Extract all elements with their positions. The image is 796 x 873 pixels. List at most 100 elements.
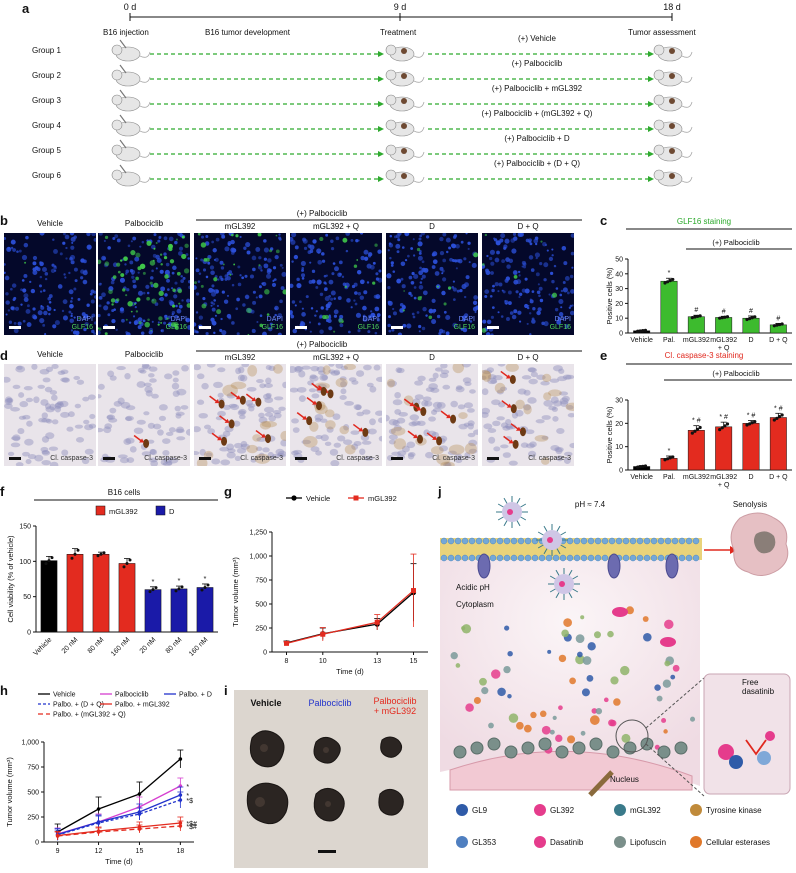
particle	[575, 634, 585, 644]
x-tick-label: Pal.	[663, 337, 675, 344]
dapi-nucleus	[369, 264, 375, 270]
fluor-column-header: D	[429, 222, 435, 231]
dapi-nucleus	[74, 279, 78, 283]
hematoxylin-nucleus	[464, 452, 471, 459]
lipid-head	[615, 537, 623, 545]
dapi-nucleus	[182, 276, 186, 280]
hematoxylin-nucleus	[265, 392, 272, 398]
hematoxylin-nucleus	[369, 386, 377, 393]
hematoxylin-nucleus	[54, 405, 62, 413]
dapi-nucleus	[174, 314, 178, 319]
data-point	[668, 279, 672, 283]
dapi-nucleus	[163, 236, 168, 241]
series-point	[178, 798, 183, 802]
glf16-signal	[135, 276, 139, 281]
hematoxylin-nucleus	[219, 446, 230, 452]
caspase-positive-cell	[436, 436, 443, 446]
dapi-nucleus	[323, 274, 327, 278]
dapi-nucleus	[171, 271, 175, 275]
dapi-nucleus	[329, 297, 334, 301]
significance-mark: *$	[186, 798, 193, 805]
data-point	[777, 322, 782, 327]
tumor-spot	[401, 148, 407, 154]
caspase-positive-cell	[143, 438, 150, 448]
bar-2	[92, 554, 110, 633]
particle	[507, 650, 513, 657]
mouse-icon	[385, 94, 425, 112]
hematoxylin-nucleus	[194, 426, 201, 433]
dapi-nucleus	[543, 262, 549, 268]
micelle-tail	[555, 592, 560, 599]
dapi-nucleus	[493, 237, 496, 240]
dapi-nucleus	[142, 291, 146, 295]
hematoxylin-nucleus	[89, 413, 96, 420]
group-row-graphics	[111, 114, 693, 137]
bracket-label: (+) Palbociclib	[712, 238, 759, 247]
dapi-nucleus	[512, 233, 517, 236]
hematoxylin-nucleus	[267, 451, 274, 459]
particle	[473, 696, 481, 704]
x-tick-label: D + Q	[769, 474, 788, 481]
hematoxylin-nucleus	[496, 416, 505, 421]
hematoxylin-nucleus	[141, 451, 152, 457]
hematoxylin-nucleus	[407, 452, 416, 457]
scale-bar	[199, 326, 211, 329]
dapi-nucleus	[208, 287, 214, 293]
hematoxylin-nucleus	[397, 450, 407, 456]
tumor-specimens	[246, 730, 404, 853]
hematoxylin-nucleus	[109, 375, 117, 381]
micelle-tail	[572, 588, 579, 593]
dapi-nucleus	[455, 267, 458, 270]
dapi-nucleus	[16, 250, 19, 253]
lipid-head	[482, 537, 490, 545]
hematoxylin-nucleus	[81, 457, 90, 465]
dapi-nucleus	[235, 307, 239, 311]
legend-label: Dasatinib	[550, 838, 584, 847]
tumor-spot	[669, 148, 675, 154]
dapi-nucleus	[303, 246, 308, 250]
mouse-icon	[385, 69, 425, 87]
hematoxylin-nucleus	[291, 418, 299, 424]
dapi-nucleus	[68, 289, 74, 295]
y-tick-label: 1,000	[21, 740, 39, 747]
hematoxylin-nucleus	[442, 384, 451, 390]
group-treatment: (+) Palbociclib + (D + Q)	[493, 159, 581, 168]
dapi-nucleus	[463, 257, 467, 261]
hematoxylin-nucleus	[125, 437, 135, 444]
tumor-spot	[401, 173, 407, 179]
hematoxylin-nucleus	[412, 398, 421, 406]
dapi-nucleus	[534, 252, 541, 258]
dapi-nucleus	[516, 279, 522, 285]
y-tick-label: 1,000	[249, 554, 267, 561]
lipid-head	[657, 554, 665, 562]
legend-label: Tyrosine kinase	[706, 806, 762, 815]
dapi-nucleus	[42, 289, 46, 292]
hematoxylin-nucleus	[490, 379, 498, 384]
dapi-nucleus	[419, 234, 423, 238]
particle	[479, 677, 487, 686]
dapi-nucleus	[418, 330, 421, 333]
dapi-nucleus	[219, 233, 225, 236]
hematoxylin-nucleus	[240, 440, 248, 448]
hematoxylin-nucleus	[57, 370, 66, 375]
dapi-nucleus	[277, 332, 282, 335]
dapi-nucleus	[465, 233, 468, 235]
dapi-nucleus	[290, 283, 294, 289]
lipid-head	[573, 554, 581, 562]
hematoxylin-nucleus	[467, 420, 475, 427]
glf16-signal	[186, 303, 190, 308]
glf16-signal	[134, 303, 137, 306]
dapi-nucleus	[324, 295, 330, 302]
diffuse-stain	[505, 364, 519, 372]
hematoxylin-nucleus	[455, 385, 463, 390]
lipid-head	[510, 537, 518, 545]
lipofuscin-granule	[572, 741, 586, 755]
zoom-circle	[615, 719, 649, 753]
diffuse-stain	[448, 444, 465, 455]
hematoxylin-nucleus	[353, 441, 362, 447]
caspase-positive-cell	[306, 416, 313, 426]
dapi-nucleus	[418, 237, 422, 241]
particle	[539, 710, 547, 718]
data-point	[695, 427, 700, 431]
red-arrow-head	[214, 399, 220, 404]
